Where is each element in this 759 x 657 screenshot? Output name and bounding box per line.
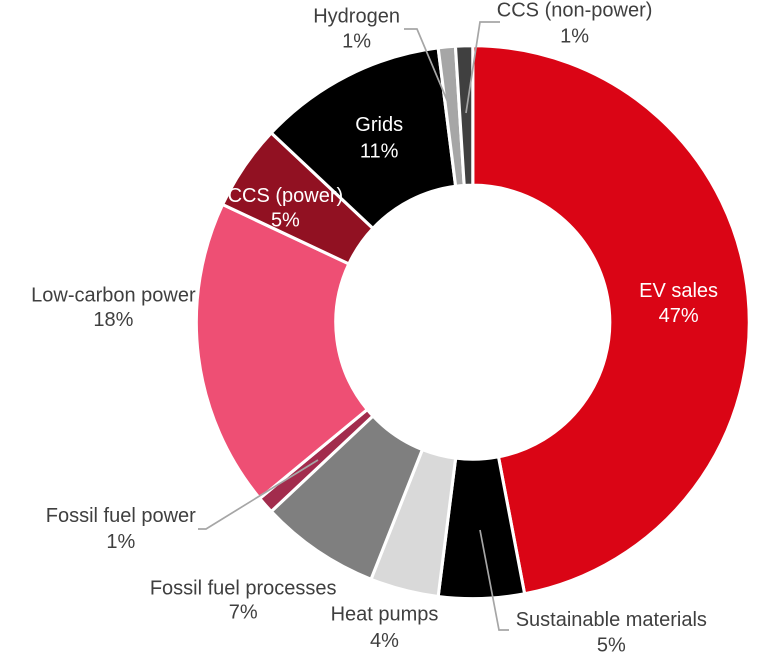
svg-text:Hydrogen: Hydrogen	[313, 6, 400, 28]
svg-text:11%: 11%	[360, 140, 399, 162]
svg-text:EV sales: EV sales	[639, 280, 718, 302]
svg-text:Low-carbon power: Low-carbon power	[31, 285, 196, 307]
svg-text:Sustainable materials: Sustainable materials	[516, 609, 707, 631]
svg-text:Grids: Grids	[355, 114, 403, 136]
svg-text:1%: 1%	[106, 531, 135, 553]
svg-text:4%: 4%	[370, 630, 399, 652]
svg-text:CCS (power): CCS (power)	[228, 185, 344, 207]
svg-text:Fossil fuel processes: Fossil fuel processes	[150, 578, 337, 600]
svg-text:7%: 7%	[229, 601, 258, 623]
svg-text:47%: 47%	[659, 305, 699, 327]
svg-text:18%: 18%	[93, 309, 133, 331]
svg-text:5%: 5%	[271, 210, 300, 232]
svg-text:1%: 1%	[560, 25, 589, 47]
svg-text:5%: 5%	[597, 634, 626, 656]
svg-text:Heat pumps: Heat pumps	[331, 604, 439, 626]
svg-text:Fossil fuel power: Fossil fuel power	[46, 505, 196, 527]
svg-text:CCS (non-power): CCS (non-power)	[497, 0, 653, 21]
svg-text:1%: 1%	[342, 31, 371, 53]
